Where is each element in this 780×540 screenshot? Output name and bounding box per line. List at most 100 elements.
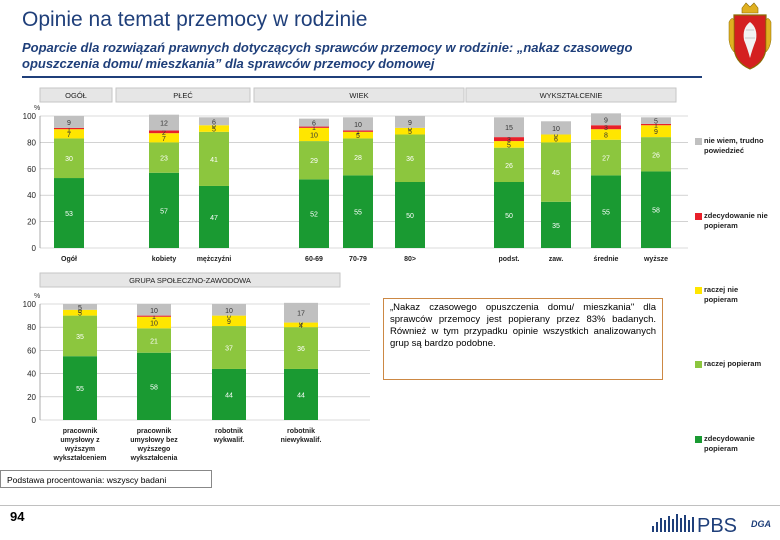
value-label-raczej-popieram-robotnik-wykwalif: 37 xyxy=(225,346,233,353)
value-label-zdecydowanie-nie-popieram-pracownik-umyslowy-z-wyzszym-wyksztalceniem: 0 xyxy=(78,308,82,315)
value-label-nie-wiem-trudno-powiedziec-mezczyzni: 6 xyxy=(212,119,216,126)
legend-label-rather-not: raczej nie popieram xyxy=(704,285,739,304)
value-label-raczej-nie-popieram-80: 5 xyxy=(408,129,412,136)
category-label-zaw: zaw. xyxy=(549,256,564,263)
chart-main-demographics: %0204060801005330719Ogół57237212kobiety4… xyxy=(23,87,688,263)
percentage-basis-note: Podstawa procentowania: wszyscy badani xyxy=(0,470,212,488)
value-label-raczej-popieram-70-79: 28 xyxy=(354,155,362,162)
y-tick-label: 60 xyxy=(27,165,36,174)
bar-segment-zdecydowanie-popieram-mezczyzni xyxy=(199,185,229,248)
bar-segment-nie-wiem-trudno-powiedziec-srednie xyxy=(591,113,621,126)
value-label-zdecydowanie-nie-popieram-60-69: 1 xyxy=(312,125,316,132)
bar-segment-raczej-popieram-zaw xyxy=(541,142,571,202)
bar-segment-nie-wiem-trudno-powiedziec-robotnik-wykwalif xyxy=(212,304,246,316)
header-grupa-spoleczno-zawodowa: GRUPA SPOŁECZNO-ZAWODOWA xyxy=(129,276,251,285)
value-label-nie-wiem-trudno-powiedziec-60-69: 6 xyxy=(312,121,316,128)
value-label-raczej-popieram-srednie: 27 xyxy=(602,156,610,163)
value-label-raczej-popieram-60-69: 29 xyxy=(310,158,318,165)
y-tick-label: 100 xyxy=(23,112,37,121)
bar-segment-raczej-popieram-wyzsze xyxy=(641,137,671,172)
value-label-zdecydowanie-popieram-zaw: 35 xyxy=(552,223,560,230)
header-wiek: WIEK xyxy=(349,91,368,100)
bar-segment-zdecydowanie-nie-popieram-kobiety xyxy=(149,130,179,134)
y-tick-label: 80 xyxy=(27,323,36,332)
bar-segment-raczej-nie-popieram-70-79 xyxy=(343,131,373,139)
y-tick-label: 40 xyxy=(27,191,36,200)
y-unit-label: % xyxy=(34,105,40,112)
value-label-zdecydowanie-popieram-kobiety: 57 xyxy=(160,208,168,215)
bar-segment-zdecydowanie-popieram-wyzsze xyxy=(641,171,671,248)
bar-segment-zdecydowanie-nie-popieram-srednie xyxy=(591,125,621,130)
value-label-nie-wiem-trudno-powiedziec-zaw: 10 xyxy=(552,126,560,133)
bar-segment-nie-wiem-trudno-powiedziec-kobiety xyxy=(149,114,179,131)
y-tick-label: 20 xyxy=(27,218,36,227)
y-tick-label: 20 xyxy=(27,393,36,402)
value-label-raczej-popieram-pracownik-umyslowy-bez-wyzszego-wyksztalcenia: 21 xyxy=(150,339,158,346)
value-label-zdecydowanie-popieram-mezczyzni: 47 xyxy=(210,215,218,222)
value-label-raczej-popieram-podst: 26 xyxy=(505,163,513,170)
bar-segment-zdecydowanie-popieram-kobiety xyxy=(149,172,179,248)
bar-segment-zdecydowanie-nie-popieram-pracownik-umyslowy-bez-wyzszego-wyksztalcenia xyxy=(137,315,171,317)
header-ogol-box xyxy=(39,87,113,103)
value-label-zdecydowanie-popieram-robotnik-wykwalif: 44 xyxy=(225,392,233,399)
value-label-raczej-nie-popieram-wyzsze: 9 xyxy=(654,129,658,136)
title-divider xyxy=(22,76,702,78)
pbs-logo: PBS DGA xyxy=(652,514,771,536)
commentary-note: „Nakaz czasowego opuszczenia domu/ miesz… xyxy=(383,298,663,380)
bar-segment-nie-wiem-trudno-powiedziec-70-79 xyxy=(343,117,373,131)
value-label-zdecydowanie-nie-popieram-ogol: 1 xyxy=(67,127,71,134)
bar-segment-raczej-popieram-70-79 xyxy=(343,138,373,176)
value-label-raczej-popieram-80: 36 xyxy=(406,156,414,163)
bar-segment-raczej-nie-popieram-zaw xyxy=(541,134,571,143)
y-tick-label: 80 xyxy=(27,138,36,147)
bar-segment-raczej-nie-popieram-pracownik-umyslowy-z-wyzszym-wyksztalceniem xyxy=(63,309,97,316)
bar-segment-zdecydowanie-popieram-pracownik-umyslowy-z-wyzszym-wyksztalceniem xyxy=(63,356,97,420)
value-label-raczej-nie-popieram-ogol: 7 xyxy=(67,132,71,139)
value-label-zdecydowanie-popieram-srednie: 55 xyxy=(602,210,610,217)
bar-segment-raczej-nie-popieram-pracownik-umyslowy-bez-wyzszego-wyksztalcenia xyxy=(137,316,171,329)
value-label-raczej-nie-popieram-pracownik-umyslowy-z-wyzszym-wyksztalceniem: 5 xyxy=(78,311,82,318)
bar-segment-raczej-popieram-60-69 xyxy=(299,141,329,180)
category-label-kobiety: kobiety xyxy=(152,256,177,263)
value-label-zdecydowanie-popieram-robotnik-niewykwalif: 44 xyxy=(297,392,305,399)
bar-segment-zdecydowanie-popieram-zaw xyxy=(541,201,571,248)
category-label-ogol: Ogół xyxy=(61,256,77,263)
bar-segment-zdecydowanie-popieram-srednie xyxy=(591,175,621,248)
bar-segment-nie-wiem-trudno-powiedziec-robotnik-niewykwalif xyxy=(284,302,318,323)
bar-segment-zdecydowanie-popieram-pracownik-umyslowy-bez-wyzszego-wyksztalcenia xyxy=(137,352,171,420)
category-label-srednie: średnie xyxy=(594,256,619,263)
legend-label-rather-support: raczej popieram xyxy=(704,359,762,368)
value-label-nie-wiem-trudno-powiedziec-robotnik-wykwalif: 10 xyxy=(225,308,233,315)
legend-swatch-rather-support xyxy=(695,361,702,368)
value-label-raczej-popieram-mezczyzni: 41 xyxy=(210,157,218,164)
value-label-raczej-nie-popieram-srednie: 8 xyxy=(604,132,608,139)
y-tick-label: 40 xyxy=(27,370,36,379)
value-label-zdecydowanie-nie-popieram-kobiety: 2 xyxy=(162,130,166,137)
bar-segment-raczej-popieram-80 xyxy=(395,134,425,182)
value-label-nie-wiem-trudno-powiedziec-wyzsze: 5 xyxy=(654,119,658,126)
category-label-mezczyzni: mężczyźni xyxy=(197,256,232,263)
bar-segment-raczej-nie-popieram-kobiety xyxy=(149,133,179,143)
logo-text: PBS xyxy=(697,515,737,536)
value-label-zdecydowanie-nie-popieram-zaw: 0 xyxy=(554,132,558,139)
value-label-raczej-nie-popieram-60-69: 10 xyxy=(310,132,318,139)
category-label-80: 80> xyxy=(404,256,416,263)
bar-segment-nie-wiem-trudno-powiedziec-pracownik-umyslowy-bez-wyzszego-wyksztalcenia xyxy=(137,304,171,316)
value-label-nie-wiem-trudno-powiedziec-kobiety: 12 xyxy=(160,121,168,128)
y-tick-label: 0 xyxy=(32,244,37,253)
value-label-raczej-nie-popieram-mezczyzni: 5 xyxy=(212,127,216,134)
header-ogol: OGÓŁ xyxy=(65,91,87,100)
value-label-nie-wiem-trudno-powiedziec-srednie: 9 xyxy=(604,117,608,124)
value-label-raczej-nie-popieram-robotnik-wykwalif: 9 xyxy=(227,319,231,326)
value-label-zdecydowanie-popieram-podst: 50 xyxy=(505,213,513,220)
bar-segment-raczej-popieram-srednie xyxy=(591,139,621,176)
legend-label-definitely-support: zdecydowanie popieram xyxy=(704,434,755,453)
value-label-nie-wiem-trudno-powiedziec-podst: 15 xyxy=(505,125,513,132)
value-label-zdecydowanie-nie-popieram-srednie: 3 xyxy=(604,125,608,132)
value-label-zdecydowanie-nie-popieram-robotnik-wykwalif: 0 xyxy=(227,314,231,321)
page-title: Opinie na temat przemocy w rodzinie xyxy=(22,8,368,31)
page-number: 94 xyxy=(10,509,25,524)
y-unit-label: % xyxy=(34,293,40,300)
bar-segment-zdecydowanie-popieram-podst xyxy=(494,182,524,248)
value-label-raczej-nie-popieram-zaw: 6 xyxy=(554,136,558,143)
